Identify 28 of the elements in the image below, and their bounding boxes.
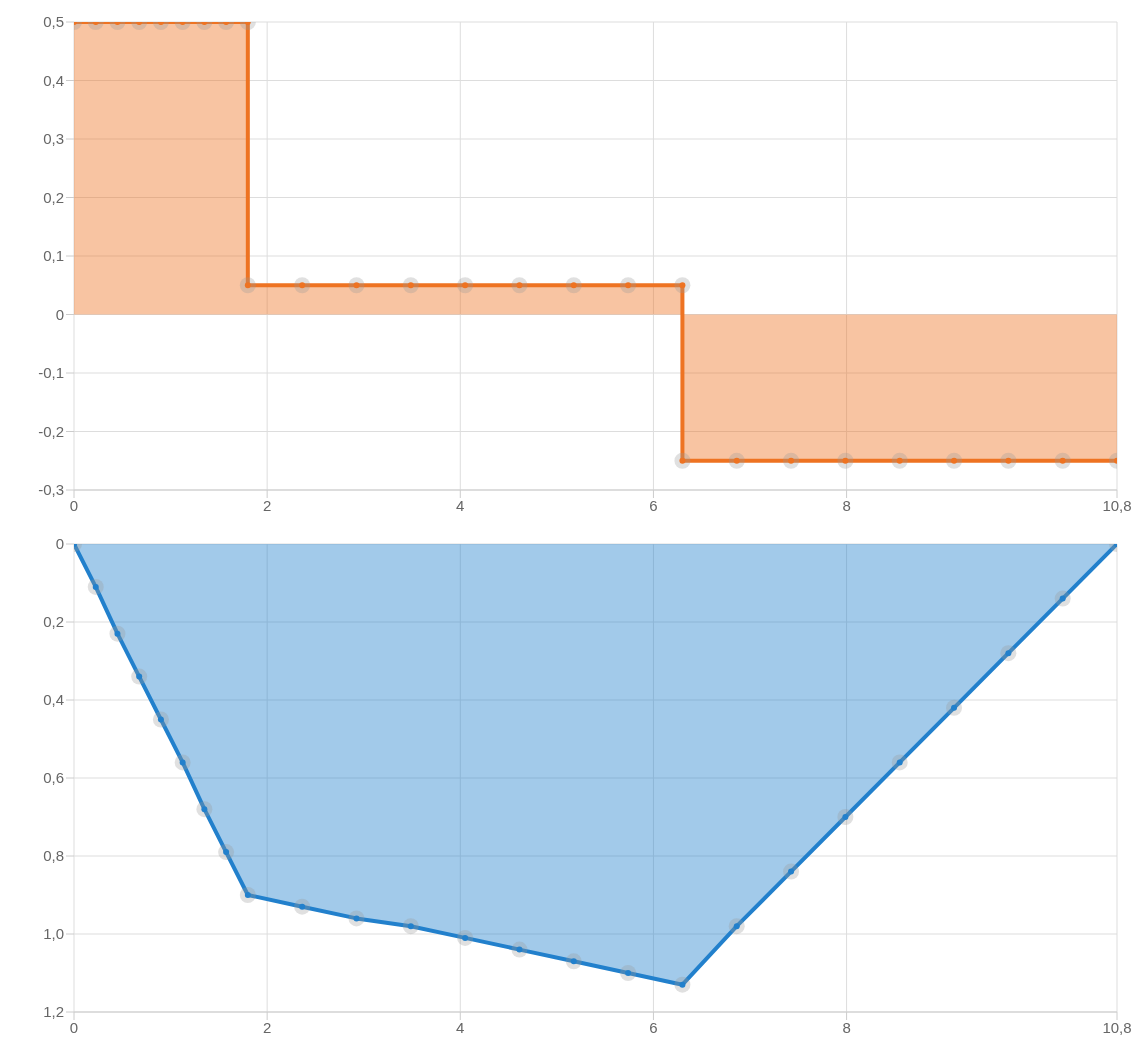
x-tick-label: 0 [69, 1018, 79, 1036]
y-tick-label: 0,8 [43, 847, 64, 865]
y-tick-label: 0,6 [43, 769, 64, 787]
y-tick-label: -0,2 [38, 422, 64, 440]
y-tick-label: 0,2 [43, 613, 64, 631]
y-tick-label: 0,4 [43, 71, 64, 89]
x-tick-label: 2 [262, 496, 272, 514]
x-tick-label: 10,8 [1102, 496, 1132, 514]
x-tick-label: 2 [262, 1018, 272, 1036]
x-tick-label: 4 [456, 496, 465, 514]
y-tick-label: 1,2 [43, 1003, 64, 1021]
y-tick-label: 0 [55, 535, 64, 553]
x-tick-label: 10,8 [1102, 1018, 1132, 1036]
y-tick-label: 0,2 [43, 188, 64, 206]
y-tick-label: 1,0 [43, 925, 64, 943]
y-tick-label: 0,4 [43, 691, 64, 709]
y-tick-label: -0,1 [38, 364, 64, 382]
y-tick-label: -0,3 [38, 481, 64, 499]
y-tick-label: 0,3 [43, 130, 64, 148]
x-tick-label: 8 [842, 1018, 851, 1036]
x-tick-label: 4 [456, 1018, 465, 1036]
x-tick-label: 8 [842, 496, 851, 514]
y-tick-label: 0,5 [43, 13, 64, 31]
y-tick-label: 0 [55, 305, 64, 323]
x-tick-label: 6 [649, 496, 658, 514]
x-tick-label: 0 [69, 496, 79, 514]
x-tick-label: 6 [649, 1018, 658, 1036]
y-tick-label: 0,1 [43, 247, 64, 265]
